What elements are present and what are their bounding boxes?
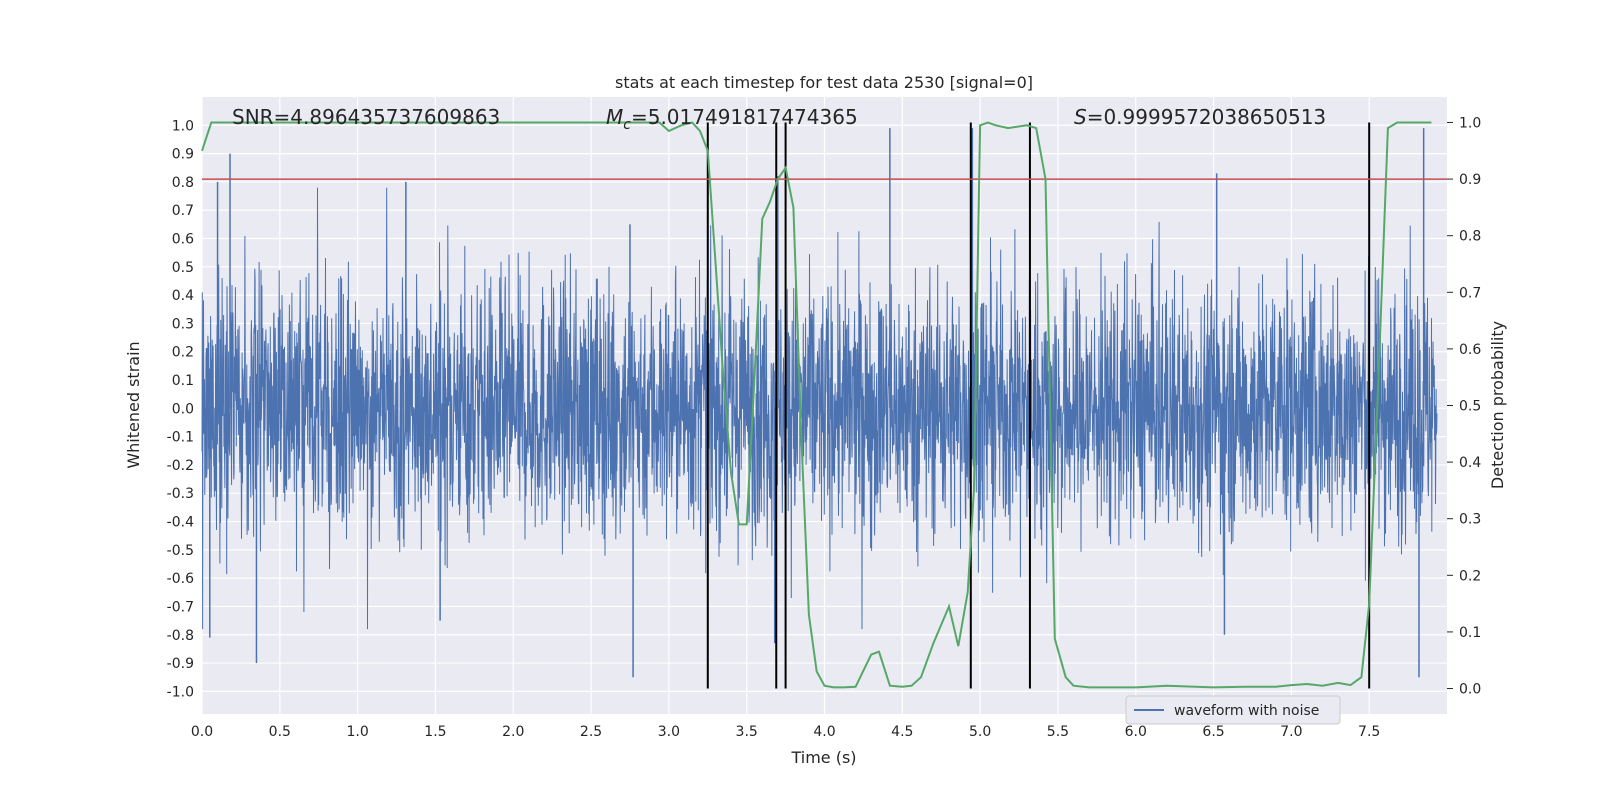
y-tick-label: -0.6 [167,571,194,587]
legend-label: waveform with noise [1174,703,1319,719]
axis-ticks: 0.0 0.5 1.0 1.5 2.0 2.5 3.0 3.5 4.0 4.5 5.0 5.5 6.0 6… [167,115,1482,740]
chart-title: stats at each timestep for test data 253… [615,73,1033,92]
y2-tick-label: 0.7 [1459,285,1481,301]
x-tick-label: 3.0 [658,724,680,740]
x-tick-label: 4.0 [813,724,835,740]
legend: waveform with noise [1125,695,1341,725]
x-tick-label: 2.0 [502,724,524,740]
y-tick-label: -0.1 [167,430,194,446]
y2-tick-label: 0.4 [1459,455,1481,471]
y2-tick-label: 0.3 [1459,512,1481,528]
detection-probability-series [201,121,1447,689]
x-tick-label: 6.5 [1202,724,1224,740]
waveform-line [201,187,1438,630]
y-tick-label: -1.0 [167,684,194,700]
x-tick-label: 3.5 [736,724,758,740]
y-tick-label: 0.5 [172,260,194,276]
chirp-mass-annotation: Mc=5.017491817474365 [606,105,858,133]
y2-tick-label: 0.8 [1459,229,1481,245]
x-tick-label: 5.5 [1047,724,1069,740]
snr-annotation: SNR=4.896435737609863 [232,105,500,129]
y2-tick-label: 0.6 [1459,342,1481,358]
y-tick-label: -0.8 [167,628,194,644]
y2-tick-label: 0.9 [1459,172,1481,188]
y-tick-label: 0.1 [172,373,194,389]
x-tick-label: 7.0 [1280,724,1302,740]
y-tick-label: 0.9 [172,147,194,163]
y-tick-label: 0.8 [172,175,194,191]
x-tick-label: 2.5 [580,724,602,740]
y-tick-label: 0.6 [172,232,194,248]
y-tick-label: -0.2 [167,458,194,474]
y-tick-label: 0.7 [172,203,194,219]
y-tick-label: 0.4 [172,288,194,304]
y-tick-label: 0.3 [172,316,194,332]
legend-box [1125,695,1341,725]
y-tick-label: -0.9 [167,656,194,672]
y-tick-label: 1.0 [172,118,194,134]
x-tick-label: 0.0 [191,724,213,740]
y-tick-label: -0.7 [167,599,194,615]
x-tick-label: 6.0 [1125,724,1147,740]
vertical-marker-lines [706,122,1371,689]
y2-tick-label: 0.1 [1459,625,1481,641]
s-annotation: S=0.9999572038650513 [1074,105,1326,129]
y2-tick-label: 0.5 [1459,399,1481,415]
y-tick-label: -0.3 [167,486,194,502]
x-tick-label: 0.5 [269,724,291,740]
waveform-series [201,128,1438,678]
x-tick-label: 7.5 [1358,724,1380,740]
y2-tick-label: 0.0 [1459,682,1481,698]
detection-probability-line [201,121,1432,689]
x-tick-label: 4.5 [891,724,913,740]
y2-tick-label: 1.0 [1459,115,1481,131]
y2-tick-label: 0.2 [1459,568,1481,584]
y-tick-label: -0.4 [167,515,194,531]
y-axis-label: Whitened strain [124,341,143,468]
x-tick-label: 5.0 [969,724,991,740]
x-tick-label: 1.0 [346,724,368,740]
y-tick-label: -0.5 [167,543,194,559]
y2-axis-label: Detection probability [1488,321,1507,489]
y-tick-label: 0.2 [172,345,194,361]
y-tick-label: 0.0 [172,401,194,417]
x-axis-label: Time (s) [790,748,856,767]
x-tick-label: 1.5 [424,724,446,740]
